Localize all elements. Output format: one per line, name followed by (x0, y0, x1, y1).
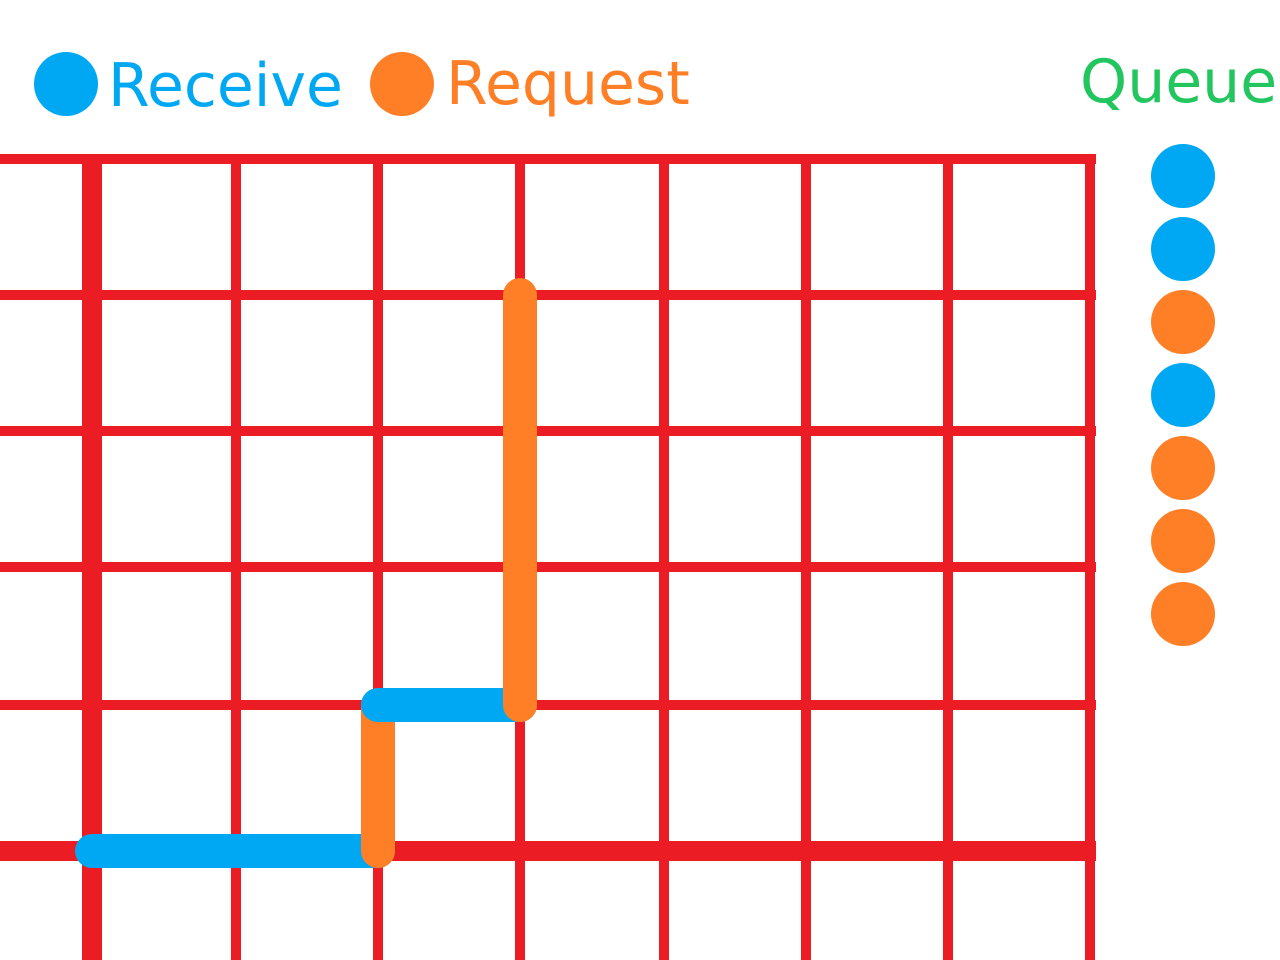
request-legend-dot (370, 52, 434, 116)
queue-item-receive (1151, 144, 1215, 208)
receive-legend-label: Receive (108, 51, 343, 121)
queue-item-receive (1151, 217, 1215, 281)
queue-item-request (1151, 582, 1215, 646)
queue-item-receive (1151, 363, 1215, 427)
request-legend-label: Request (446, 49, 690, 119)
path (75, 278, 537, 868)
queue-item-request (1151, 509, 1215, 573)
legend: Receive Request Queue (34, 47, 1277, 121)
queue-item-request (1151, 436, 1215, 500)
receive-legend-dot (34, 52, 98, 116)
queue-item-request (1151, 290, 1215, 354)
queue (1151, 144, 1215, 646)
queue-label: Queue (1080, 47, 1277, 117)
